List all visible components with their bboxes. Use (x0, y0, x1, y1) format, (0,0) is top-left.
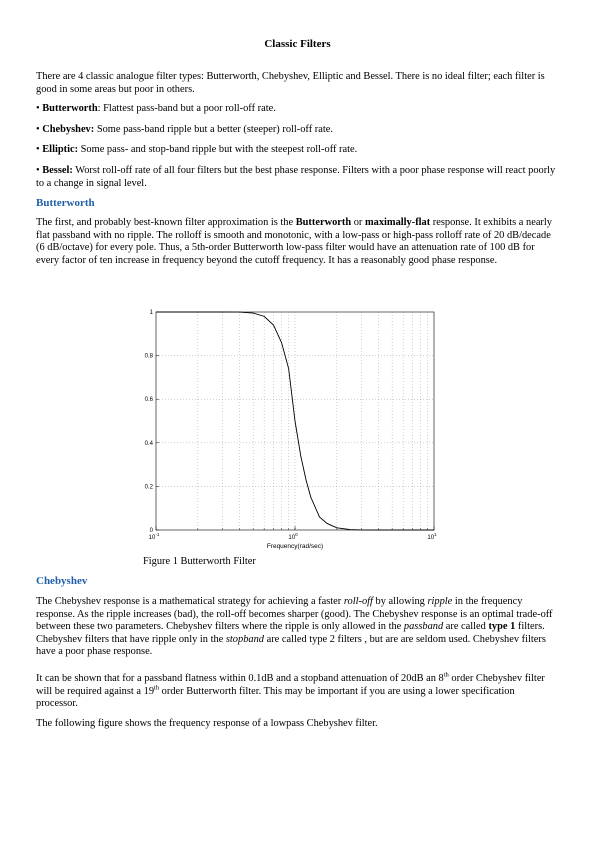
axis-ticks: 0 0.2 0.4 0.6 0.8 1 10-1 100 101 (145, 310, 437, 541)
text-run: are called (443, 621, 489, 632)
bullet-chebyshev: • Chebyshev: Some pass-band ripple but a… (36, 124, 559, 137)
bullet-text: Some pass- and stop-band ripple but with… (80, 144, 358, 155)
text-run: or (351, 217, 365, 228)
italic-run: roll-off (343, 596, 373, 607)
chebyshev-paragraph-2: It can be shown that for a passband flat… (36, 671, 559, 711)
text-run: response. It exhibits a nearly flat pass… (36, 217, 552, 266)
x-tick-label: 100 (288, 532, 298, 541)
butterworth-heading: Butterworth (36, 197, 95, 209)
bullet-text: Worst roll-off rate of all four filters … (36, 165, 556, 189)
y-tick-label: 0.2 (145, 484, 154, 490)
y-tick-label: 0.4 (145, 441, 154, 447)
bullet-marker: • (36, 124, 43, 135)
x-tick-label: 101 (427, 532, 437, 541)
intro-paragraph: There are 4 classic analogue filter type… (36, 71, 545, 95)
butterworth-chart: 0 0.2 0.4 0.6 0.8 1 10-1 100 101 Frequency(rad/s… (145, 310, 437, 550)
bullet-term: Bessel: (42, 165, 73, 176)
bullet-marker: • (36, 144, 43, 155)
y-tick-label: 0.6 (145, 397, 154, 403)
figure-caption: Figure 1 Butterworth Filter (143, 556, 256, 567)
bullet-term: Elliptic: (42, 144, 79, 155)
chebyshev-paragraph-3: The following figure shows the frequency… (36, 718, 378, 729)
text-run: order Butterworth filter. This may be im… (36, 685, 515, 710)
bullet-text: Flattest pass-band but a poor roll-off r… (103, 103, 276, 114)
page-title: Classic Filters (264, 38, 331, 50)
bold-run: type 1 (488, 621, 516, 632)
text-run: The first, and probably best-known filte… (36, 217, 296, 228)
text-run: The Chebyshev response is a mathematical… (36, 596, 344, 607)
grid (156, 312, 434, 530)
bold-run: maximally-flat (364, 217, 431, 228)
y-tick-label: 0.8 (145, 354, 154, 360)
chebyshev-heading: Chebyshev (36, 575, 88, 587)
bold-run: Butterworth (295, 217, 352, 228)
superscript: th (443, 671, 449, 679)
x-axis-label: Frequency(rad/sec) (267, 543, 323, 550)
bullet-term: Chebyshev: (42, 124, 95, 135)
bullet-text: Some pass-band ripple but a better (stee… (96, 124, 333, 135)
italic-run: passband (403, 621, 444, 632)
text-run: are called type 2 filters , but are are … (36, 633, 546, 658)
text-run: in the frequency response. As the ripple… (36, 596, 553, 632)
bullet-marker: • (36, 165, 43, 176)
chebyshev-paragraph-1: The Chebyshev response is a mathematical… (36, 596, 559, 659)
x-tick-label: 10-1 (149, 532, 160, 541)
italic-run: ripple (427, 596, 453, 607)
y-tick-label: 1 (150, 310, 154, 316)
series-line (156, 311, 434, 531)
bullet-marker: • (36, 103, 43, 114)
text-run: by allowing (372, 596, 428, 607)
bullet-term: Butterworth (42, 103, 98, 114)
text-run: order Chebyshev filter will be required … (36, 673, 545, 697)
bullet-bessel: • Bessel: Worst roll-off rate of all fou… (36, 165, 559, 190)
text-run: filters. Chebyshev filters that have rip… (36, 621, 545, 645)
italic-run: stopband (225, 633, 264, 645)
superscript: th (154, 684, 160, 692)
y-tick-label: 0 (150, 528, 154, 534)
bullet-elliptic: • Elliptic: Some pass- and stop-band rip… (36, 144, 559, 157)
butterworth-paragraph: The first, and probably best-known filte… (36, 217, 559, 267)
bullet-sep: : (97, 103, 104, 114)
bullet-butterworth: • Butterworth: Flattest pass-band but a … (36, 103, 559, 116)
text-run: It can be shown that for a passband flat… (36, 673, 444, 684)
